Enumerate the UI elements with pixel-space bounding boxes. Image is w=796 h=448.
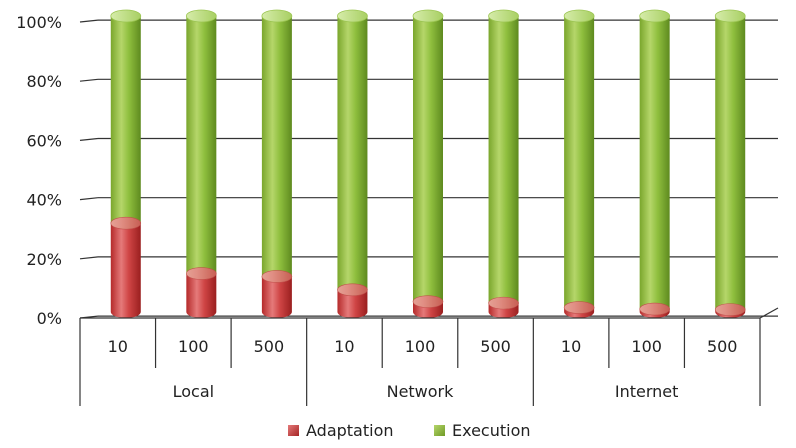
bar-execution-top bbox=[110, 9, 142, 23]
x-group-label: Network bbox=[387, 382, 455, 401]
axis-layer: 0% 20% 40% 60% 80% 100% 10 100 500 10 100 500 10 100 5… bbox=[16, 13, 761, 406]
bar-stack bbox=[185, 9, 217, 318]
gridline-depth bbox=[79, 78, 99, 82]
y-tick-label: 60% bbox=[26, 131, 62, 150]
gridline-depth bbox=[79, 137, 99, 141]
gridline-depth bbox=[79, 19, 99, 23]
bar-stack bbox=[337, 9, 368, 318]
bar-adaptation bbox=[261, 276, 292, 318]
bar-adaptation-top bbox=[714, 303, 746, 316]
bar-stack bbox=[714, 9, 746, 318]
bar-execution bbox=[639, 16, 670, 316]
bar-execution-top bbox=[639, 9, 671, 23]
x-tick-label: 10 bbox=[108, 337, 128, 356]
bar-adaptation-top bbox=[639, 302, 670, 316]
bar-execution bbox=[413, 16, 443, 308]
bar-execution-top bbox=[488, 9, 519, 23]
y-tick-label: 80% bbox=[26, 72, 62, 91]
bar-execution bbox=[337, 16, 368, 296]
bar-stack bbox=[110, 9, 142, 318]
legend-swatch bbox=[434, 425, 445, 436]
bar-adaptation-top bbox=[186, 267, 217, 280]
bar-adaptation bbox=[564, 307, 595, 318]
bar-execution-top bbox=[185, 9, 217, 23]
bar-execution bbox=[715, 16, 746, 316]
bar-adaptation-top bbox=[563, 301, 595, 314]
bar-stack bbox=[639, 9, 671, 318]
x-tick-label: 100 bbox=[631, 337, 662, 356]
x-tick-label: 10 bbox=[334, 337, 354, 356]
bar-adaptation-top bbox=[261, 270, 293, 283]
bar-adaptation bbox=[639, 309, 670, 318]
bar-adaptation bbox=[110, 223, 141, 318]
bar-stack bbox=[488, 9, 519, 318]
gridline-depth bbox=[79, 197, 99, 201]
legend-swatch bbox=[288, 425, 299, 436]
bar-execution-top bbox=[261, 9, 293, 23]
bar-adaptation-top bbox=[110, 216, 142, 230]
gridline-depth bbox=[79, 256, 99, 260]
bar-execution-top bbox=[337, 9, 368, 23]
bar-adaptation-top bbox=[488, 296, 519, 310]
legend-label: Execution bbox=[452, 421, 531, 440]
bar-execution bbox=[488, 16, 519, 310]
legend-label: Adaptation bbox=[306, 421, 394, 440]
x-group-label: Local bbox=[173, 382, 214, 401]
legend: Adaptation Execution bbox=[288, 421, 531, 440]
bar-stack bbox=[412, 9, 444, 318]
bar-adaptation bbox=[186, 273, 217, 318]
bar-stack bbox=[563, 9, 595, 318]
x-tick-label: 100 bbox=[178, 337, 209, 356]
bar-adaptation bbox=[715, 309, 746, 318]
x-tick-label: 10 bbox=[561, 337, 581, 356]
bar-adaptation bbox=[488, 303, 519, 318]
bar-stack bbox=[261, 9, 293, 318]
x-tick-label: 500 bbox=[707, 337, 738, 356]
bar-execution-top bbox=[412, 9, 444, 23]
bar-execution-top bbox=[563, 9, 595, 23]
bar-execution bbox=[564, 16, 595, 314]
floor-edge bbox=[759, 307, 779, 319]
y-tick-label: 100% bbox=[16, 13, 62, 32]
y-tick-label: 20% bbox=[26, 250, 62, 269]
bar-adaptation-top bbox=[337, 283, 368, 297]
x-group-label: Internet bbox=[615, 382, 679, 401]
bar-adaptation bbox=[413, 301, 443, 318]
x-tick-label: 500 bbox=[254, 337, 285, 356]
y-tick-label: 0% bbox=[37, 309, 62, 328]
bar-execution bbox=[186, 16, 217, 280]
y-tick-label: 40% bbox=[26, 191, 62, 210]
bar-execution bbox=[261, 16, 292, 283]
bar-adaptation-top bbox=[412, 295, 444, 308]
x-tick-label: 500 bbox=[480, 337, 511, 356]
bars-layer bbox=[110, 9, 746, 318]
bar-execution bbox=[110, 16, 141, 230]
bar-execution-top bbox=[714, 9, 746, 23]
x-tick-label: 100 bbox=[405, 337, 436, 356]
bar-adaptation bbox=[337, 289, 368, 318]
